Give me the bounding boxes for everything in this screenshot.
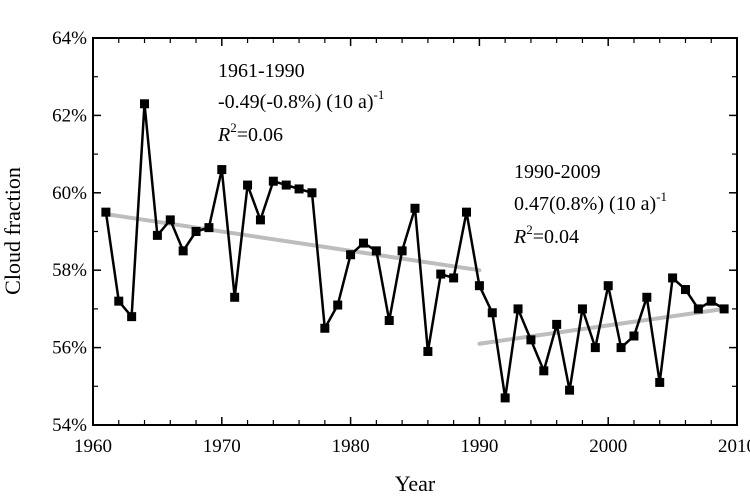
- data-point-1975: [281, 180, 291, 190]
- data-point-1978: [320, 323, 330, 333]
- data-point-1983: [384, 316, 394, 326]
- annotation-2-r2: R2=0.04: [513, 222, 579, 248]
- data-point-1986: [423, 346, 433, 356]
- annotation-1-r-value: =0.06: [237, 124, 283, 146]
- annotation-2-r-letter: R: [513, 226, 526, 248]
- annotation-2-rate: 0.47(0.8%) (10 a)-1: [514, 189, 667, 215]
- data-point-2007: [693, 304, 703, 314]
- data-point-1987: [436, 269, 446, 279]
- x-tick-label: 1970: [203, 436, 241, 457]
- data-point-2003: [642, 292, 652, 302]
- annotation-1-rate-exponent: -1: [374, 87, 385, 102]
- trend-line-1961-1990: [103, 212, 482, 273]
- annotation-1-r-letter: R: [217, 124, 230, 146]
- data-point-1988: [449, 273, 459, 283]
- data-point-1994: [526, 335, 536, 345]
- data-point-2008: [706, 296, 716, 306]
- data-point-1982: [371, 246, 381, 256]
- data-point-1963: [127, 312, 137, 322]
- data-point-1997: [565, 385, 575, 395]
- axis-ticks: 54%56%58%60%62%64%1960 1970 1980 1990 2000 20…: [52, 28, 750, 457]
- data-point-1992: [500, 393, 510, 403]
- y-axis-title: Cloud fraction: [0, 167, 25, 295]
- annotation-1-period: 1961-1990: [218, 60, 305, 82]
- data-point-2001: [616, 343, 626, 353]
- data-point-1991: [487, 308, 497, 318]
- data-point-1967: [178, 246, 188, 256]
- x-tick-label: 1980: [332, 436, 370, 457]
- data-point-2002: [629, 331, 639, 341]
- data-point-2004: [655, 377, 665, 387]
- data-point-1995: [539, 366, 549, 376]
- data-point-1981: [358, 238, 368, 248]
- annotation-2-rate-text: 0.47(0.8%) (10 a): [514, 193, 656, 215]
- y-tick-label: 60%: [52, 183, 87, 204]
- x-tick-label: 1990: [460, 436, 498, 457]
- annotation-1-rate: -0.49(-0.8%) (10 a)-1: [218, 87, 384, 113]
- series-line: [104, 103, 725, 399]
- data-point-2009: [719, 304, 729, 314]
- data-point-1974: [268, 176, 278, 186]
- y-tick-label: 62%: [52, 105, 87, 126]
- data-point-1970: [217, 165, 227, 175]
- data-point-1984: [397, 246, 407, 256]
- data-series: [101, 99, 729, 403]
- annotation-2-r-value: =0.04: [533, 226, 579, 248]
- data-point-1993: [513, 304, 523, 314]
- data-point-1968: [191, 227, 201, 236]
- plot-frame: [92, 37, 738, 426]
- data-point-1976: [294, 184, 304, 194]
- y-tick-label: 64%: [52, 28, 87, 49]
- data-point-1985: [410, 203, 420, 213]
- data-point-1962: [114, 296, 124, 306]
- annotation-1-r-exponent: 2: [230, 120, 237, 135]
- y-tick-label: 58%: [52, 260, 87, 281]
- data-point-1973: [255, 215, 265, 225]
- annotation-2-period: 1990-2009: [514, 161, 601, 183]
- x-axis-title: Year: [395, 471, 436, 496]
- data-point-1990: [474, 281, 484, 291]
- data-point-1966: [165, 215, 175, 225]
- trend-line-1990-2009: [477, 306, 727, 346]
- x-tick-label: 2000: [589, 436, 627, 457]
- data-point-1969: [204, 223, 214, 233]
- annotation-2-rate-exponent: -1: [656, 189, 667, 204]
- data-point-2000: [603, 281, 613, 291]
- data-point-1977: [307, 188, 317, 198]
- data-point-1965: [152, 230, 162, 240]
- data-point-1980: [346, 250, 356, 260]
- data-point-1972: [243, 180, 253, 190]
- annotation-1-rate-text: -0.49(-0.8%) (10 a): [218, 91, 374, 113]
- x-tick-label: 1960: [74, 436, 112, 457]
- data-point-1999: [590, 343, 600, 353]
- data-point-1989: [462, 207, 472, 217]
- data-point-1996: [552, 319, 562, 329]
- y-tick-label: 54%: [52, 415, 87, 436]
- annotation-2-r-exponent: 2: [526, 222, 533, 237]
- data-point-1971: [230, 292, 240, 302]
- data-point-1979: [333, 300, 343, 310]
- annotation-1-r2: R2=0.06: [217, 120, 283, 146]
- y-tick-label: 56%: [52, 338, 87, 359]
- x-tick-label: 2010: [718, 436, 750, 457]
- data-point-1964: [140, 99, 150, 109]
- data-point-1961: [101, 207, 111, 217]
- data-point-1998: [577, 304, 587, 314]
- data-point-2005: [668, 273, 678, 283]
- data-point-2006: [680, 285, 690, 295]
